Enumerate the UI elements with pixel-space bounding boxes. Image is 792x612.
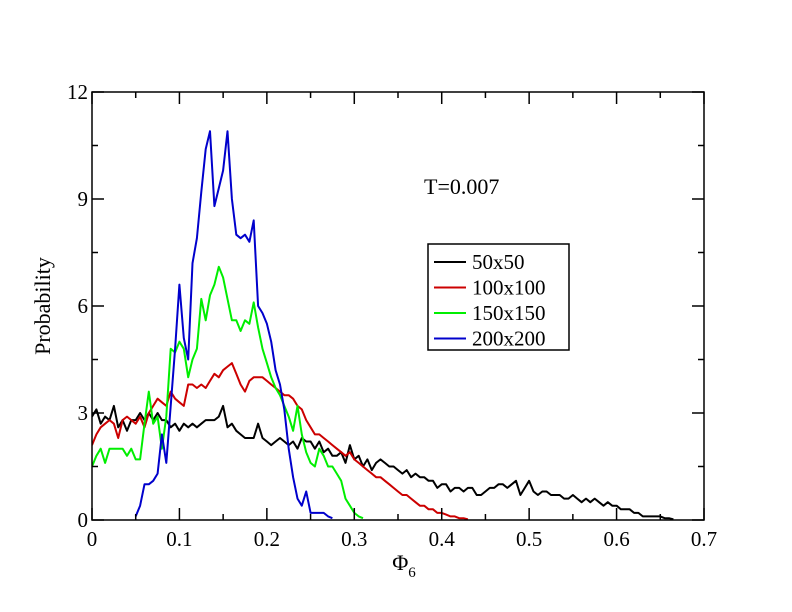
x-tick-label: 0.4 — [429, 527, 456, 551]
series-line-200x200 — [134, 130, 333, 520]
x-tick-label: 0.1 — [166, 527, 192, 551]
legend-label-200x200: 200x200 — [472, 327, 546, 351]
y-axis-label: Probability — [30, 257, 55, 355]
series-line-150x150 — [92, 265, 364, 520]
y-tick-label: 6 — [78, 294, 89, 318]
series-layer — [92, 130, 674, 520]
legend-label-50x50: 50x50 — [472, 250, 525, 274]
tick-labels-layer: 0 0.1 0.2 0.3 0.4 0.5 0.6 0.7 0 3 6 9 12 — [67, 80, 717, 551]
x-tick-label: 0.5 — [516, 527, 542, 551]
y-tick-label: 12 — [67, 80, 88, 104]
y-tick-label: 3 — [78, 401, 89, 425]
y-tick-label: 0 — [78, 508, 89, 532]
x-tick-label: 0.6 — [603, 527, 629, 551]
x-tick-label: 0.7 — [691, 527, 717, 551]
legend-label-150x150: 150x150 — [472, 301, 546, 325]
x-tick-label: 0.2 — [254, 527, 280, 551]
ticks-layer — [91, 91, 705, 521]
x-tick-label: 0 — [87, 527, 98, 551]
temperature-annotation: T=0.007 — [424, 174, 499, 199]
series-line-100x100 — [92, 362, 469, 520]
series-line-50x50 — [92, 404, 674, 520]
legend-label-100x100: 100x100 — [472, 276, 546, 300]
y-tick-label: 9 — [78, 187, 89, 211]
x-tick-label: 0.3 — [341, 527, 367, 551]
x-axis-label: Φ6 — [392, 550, 416, 581]
